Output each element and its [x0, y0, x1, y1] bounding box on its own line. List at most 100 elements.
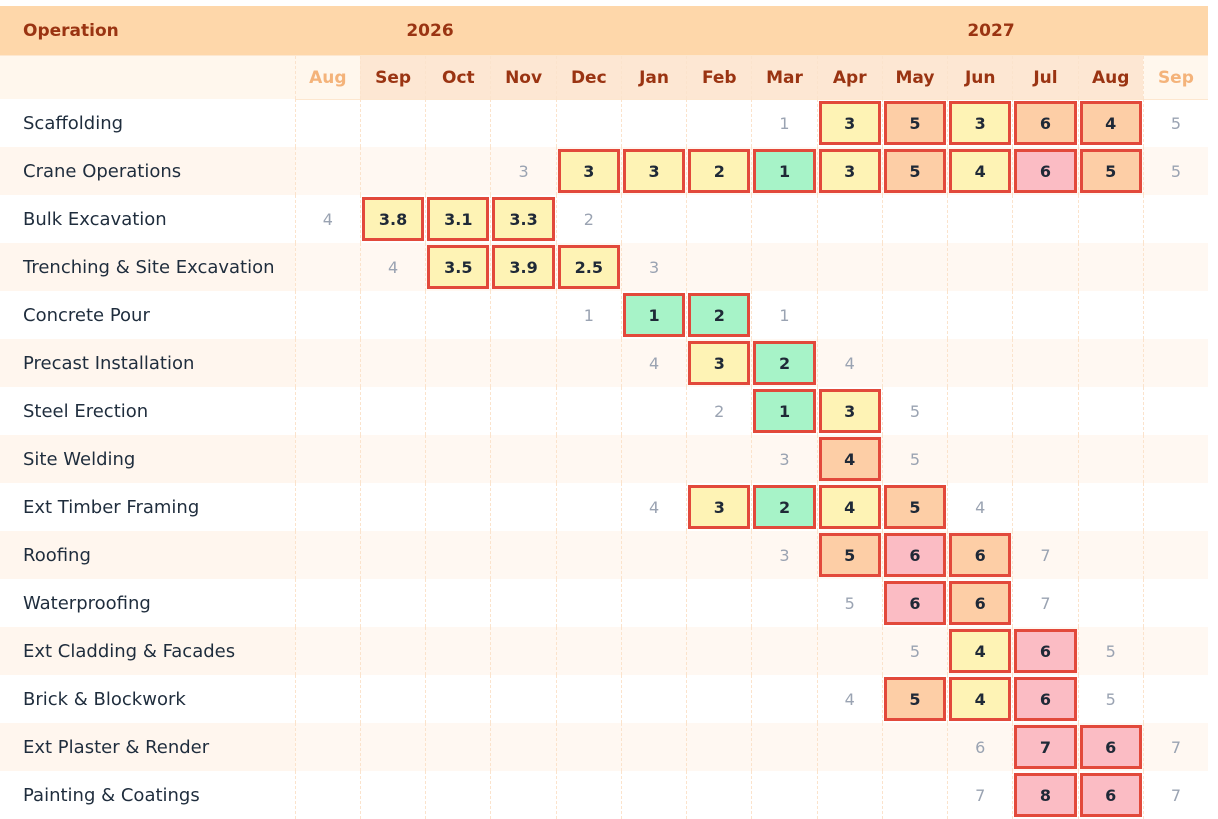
risk-value: 2 — [583, 209, 594, 229]
highlighted-risk-value[interactable]: 8 — [1014, 773, 1077, 817]
highlighted-risk-value[interactable]: 4 — [818, 437, 881, 481]
highlighted-risk-value[interactable]: 3 — [688, 341, 751, 385]
highlighted-risk-value[interactable]: 6 — [1079, 725, 1142, 769]
month-cell — [490, 531, 555, 579]
highlighted-risk-value[interactable]: 4 — [949, 149, 1012, 193]
highlighted-risk-value[interactable]: 2.5 — [557, 245, 620, 289]
operation-name[interactable]: Steel Erection — [0, 387, 295, 435]
highlighted-risk-value[interactable]: 3 — [622, 149, 686, 193]
highlighted-risk-value[interactable]: 3 — [818, 149, 881, 193]
month-header-4[interactable]: Dec — [555, 56, 621, 99]
highlighted-risk-value[interactable]: 3 — [557, 149, 620, 193]
highlighted-risk-value[interactable]: 6 — [949, 581, 1012, 625]
risk-value: 7 — [975, 785, 986, 805]
highlighted-risk-value[interactable]: 4 — [949, 629, 1012, 673]
risk-value: 4 — [388, 257, 399, 277]
month-cell: 4 — [620, 339, 686, 387]
operation-name[interactable]: Painting & Coatings — [0, 771, 295, 819]
operation-name[interactable]: Roofing — [0, 531, 295, 579]
month-cell — [294, 771, 360, 819]
highlighted-risk-value[interactable]: 2 — [688, 293, 751, 337]
highlighted-risk-value[interactable]: 1 — [753, 149, 816, 193]
highlighted-risk-value[interactable]: 3 — [818, 101, 881, 145]
month-header-1[interactable]: Sep — [359, 56, 426, 99]
risk-value: 5 — [844, 593, 855, 613]
month-cell — [359, 339, 425, 387]
highlighted-risk-value[interactable]: 6 — [1014, 149, 1077, 193]
highlighted-risk-value[interactable]: 2 — [688, 149, 751, 193]
month-header-3[interactable]: Nov — [490, 56, 556, 99]
month-cell: 6 — [947, 723, 1012, 771]
highlighted-risk-value[interactable]: 3 — [949, 101, 1012, 145]
highlighted-risk-value[interactable]: 2 — [753, 341, 816, 385]
month-cell — [490, 291, 555, 339]
month-cell — [1142, 291, 1208, 339]
highlighted-risk-value[interactable]: 5 — [883, 485, 947, 529]
highlighted-risk-value[interactable]: 4 — [1079, 101, 1142, 145]
highlighted-risk-value[interactable]: 6 — [1014, 677, 1077, 721]
table-row: Crane Operations 3 3 3 2 1 3 5 4 6 5 5 — [0, 147, 1208, 195]
highlighted-risk-value[interactable]: 3.8 — [361, 197, 425, 241]
highlighted-risk-value[interactable]: 5 — [818, 533, 881, 577]
operation-name[interactable]: Site Welding — [0, 435, 295, 483]
highlighted-risk-value[interactable]: 6 — [883, 533, 947, 577]
highlighted-risk-value[interactable]: 3 — [818, 389, 881, 433]
month-cell — [751, 771, 816, 819]
highlighted-risk-value[interactable]: 5 — [883, 101, 947, 145]
operation-name[interactable]: Trenching & Site Excavation — [0, 243, 295, 291]
operation-name[interactable]: Bulk Excavation — [0, 195, 295, 243]
month-cell — [490, 435, 555, 483]
operation-name[interactable]: Scaffolding — [0, 99, 295, 147]
highlighted-risk-value[interactable]: 6 — [1014, 629, 1077, 673]
highlighted-risk-value[interactable]: 4 — [818, 485, 881, 529]
operation-name[interactable]: Brick & Blockwork — [0, 675, 295, 723]
month-header-2[interactable]: Oct — [425, 56, 491, 99]
highlighted-risk-value[interactable]: 4 — [949, 677, 1012, 721]
highlighted-risk-value[interactable]: 3 — [688, 485, 751, 529]
highlighted-risk-value[interactable]: 1 — [622, 293, 686, 337]
operation-name[interactable]: Ext Plaster & Render — [0, 723, 295, 771]
highlighted-risk-value[interactable]: 3.5 — [427, 245, 490, 289]
highlighted-risk-value[interactable]: 3.1 — [427, 197, 490, 241]
highlighted-risk-value[interactable]: 7 — [1014, 725, 1077, 769]
highlighted-risk-value[interactable]: 3.9 — [492, 245, 555, 289]
month-header-10[interactable]: Jun — [947, 56, 1013, 99]
operation-name[interactable]: Precast Installation — [0, 339, 295, 387]
highlighted-risk-value[interactable]: 6 — [1014, 101, 1077, 145]
month-header-0[interactable]: Aug — [294, 56, 360, 99]
month-header-11[interactable]: Jul — [1012, 56, 1078, 99]
highlighted-risk-value[interactable]: 5 — [883, 149, 947, 193]
risk-value: 5 — [1170, 161, 1181, 181]
operation-name[interactable]: Ext Timber Framing — [0, 483, 295, 531]
highlighted-risk-value[interactable]: 5 — [1079, 149, 1142, 193]
highlighted-risk-value[interactable]: 2 — [753, 485, 816, 529]
highlighted-risk-value[interactable]: 3.3 — [492, 197, 555, 241]
operation-name[interactable]: Crane Operations — [0, 147, 295, 195]
month-cell — [1012, 483, 1077, 531]
month-header-13[interactable]: Sep — [1142, 56, 1209, 99]
month-header-8[interactable]: Apr — [816, 56, 882, 99]
month-cell: 5 — [1077, 627, 1143, 675]
month-header-5[interactable]: Jan — [620, 56, 687, 99]
operation-name[interactable]: Waterproofing — [0, 579, 295, 627]
month-header-9[interactable]: May — [881, 56, 948, 99]
operation-column-header[interactable]: Operation — [23, 20, 119, 41]
month-header-12[interactable]: Aug — [1077, 56, 1143, 99]
month-cell — [947, 291, 1012, 339]
month-cell — [490, 627, 555, 675]
month-cell — [1012, 195, 1077, 243]
month-cell: 3.1 — [425, 195, 490, 243]
highlighted-risk-value[interactable]: 6 — [883, 581, 947, 625]
highlighted-risk-value[interactable]: 1 — [753, 389, 816, 433]
highlighted-risk-value[interactable]: 6 — [949, 533, 1012, 577]
highlighted-risk-value[interactable]: 5 — [883, 677, 947, 721]
operation-name[interactable]: Ext Cladding & Facades — [0, 627, 295, 675]
month-cell: 3 — [816, 147, 882, 195]
month-cell — [620, 99, 686, 147]
operation-name[interactable]: Concrete Pour — [0, 291, 295, 339]
month-header-7[interactable]: Mar — [751, 56, 817, 99]
highlighted-risk-value[interactable]: 6 — [1079, 773, 1142, 817]
month-cell — [620, 435, 686, 483]
month-header-6[interactable]: Feb — [686, 56, 752, 99]
